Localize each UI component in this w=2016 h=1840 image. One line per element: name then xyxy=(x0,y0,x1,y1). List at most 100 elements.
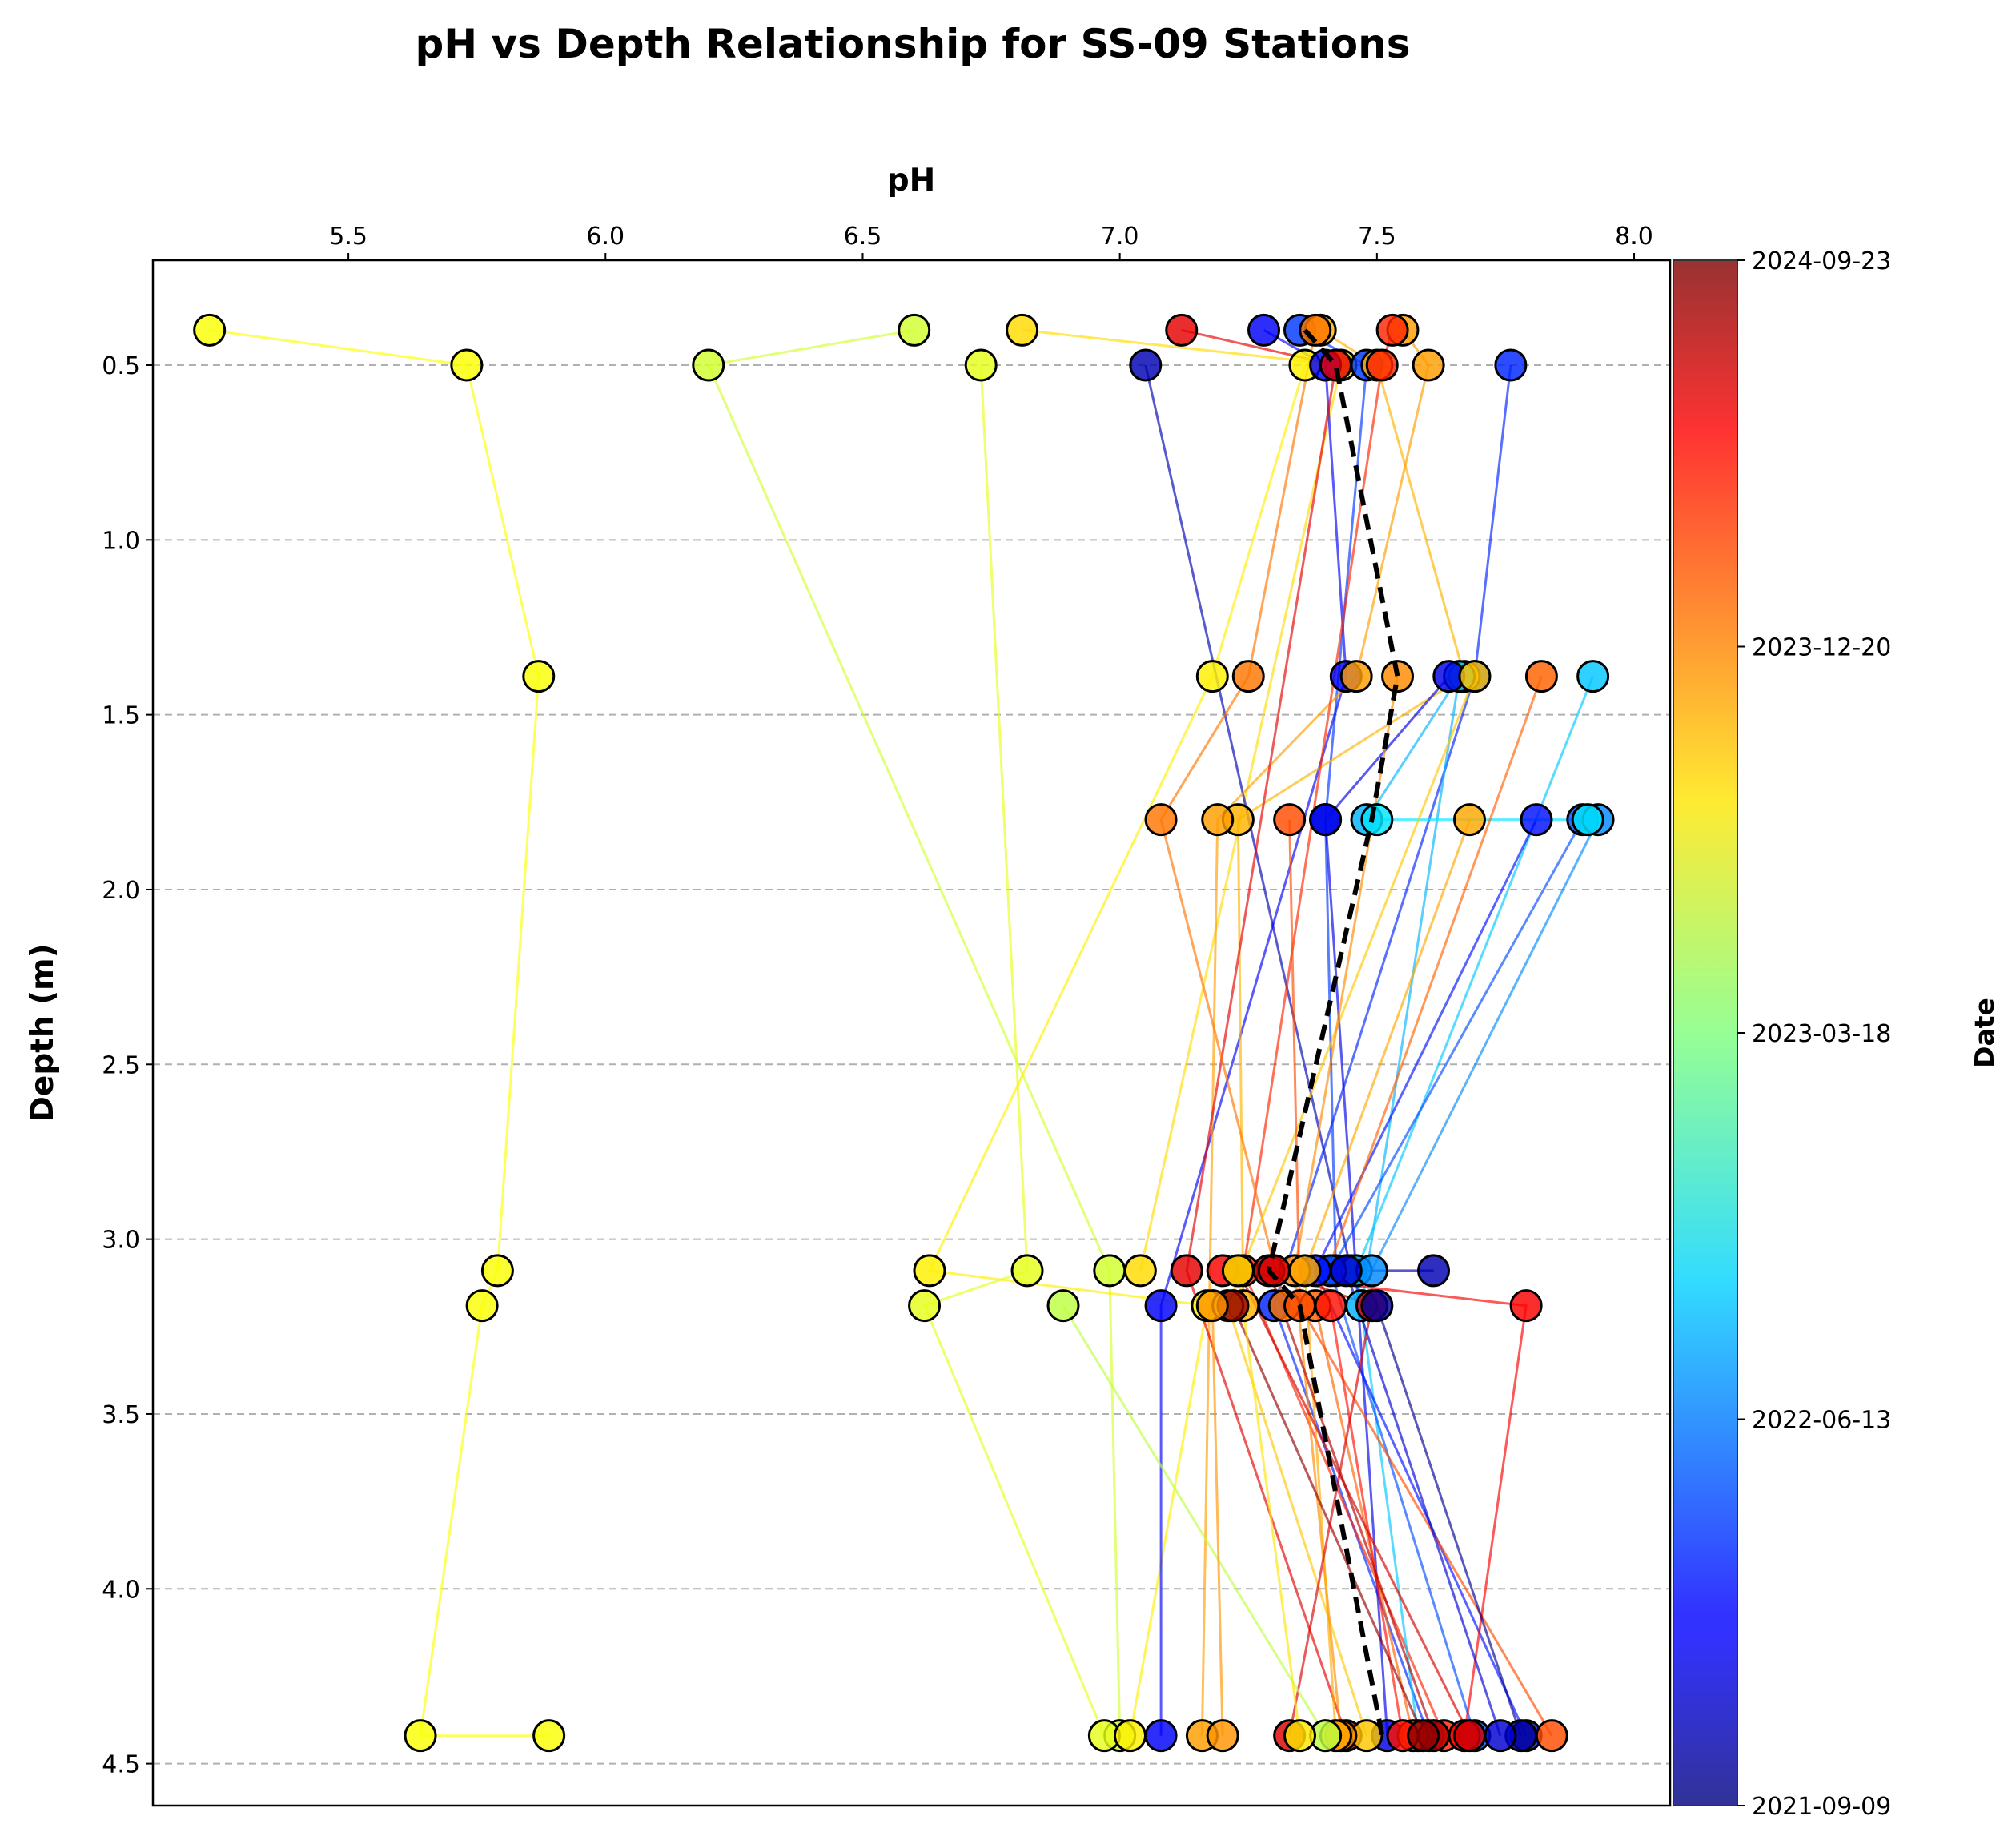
data-point xyxy=(1520,803,1553,837)
data-point xyxy=(465,1289,499,1323)
colorbar-ticks: 2021-09-09 2022-06-13 2023-03-18 2023-12-20… xyxy=(1737,247,1891,1821)
data-point xyxy=(1144,1719,1178,1753)
profile-line xyxy=(1324,675,1450,1736)
data-point xyxy=(1170,1254,1203,1288)
x-tick-label: 8.0 xyxy=(1615,223,1653,251)
data-point xyxy=(1571,803,1604,837)
data-point xyxy=(1010,1254,1044,1288)
data-point xyxy=(450,348,484,382)
data-point xyxy=(1006,313,1039,347)
profile-line xyxy=(1360,675,1461,1306)
colorbar-tick-label: 2023-03-18 xyxy=(1752,1020,1891,1048)
data-point xyxy=(1221,1254,1255,1288)
data-point xyxy=(1360,1289,1394,1323)
colorbar-tick-label: 2024-09-23 xyxy=(1752,247,1891,275)
profile-line xyxy=(1181,328,1347,1737)
y-tick-label: 3.5 xyxy=(102,1401,140,1429)
data-point xyxy=(1375,313,1409,347)
data-point xyxy=(1484,1719,1517,1753)
x-axis-label: pH xyxy=(887,163,936,199)
data-point xyxy=(964,348,998,382)
mean-profile-line xyxy=(1266,328,1400,1737)
y-tick-label: 0.5 xyxy=(102,352,140,380)
data-point xyxy=(1257,1254,1291,1288)
data-point xyxy=(1412,348,1445,382)
profile-line xyxy=(1371,818,1600,1272)
data-point xyxy=(193,313,227,347)
colorbar xyxy=(1673,259,1738,1806)
data-point xyxy=(532,1719,566,1753)
data-point xyxy=(1494,348,1528,382)
profile-line xyxy=(1237,1270,1471,1737)
x-axis-ticks: 5.5 6.0 6.5 7.0 7.5 8.0 xyxy=(329,223,1653,260)
colorbar-tick-label: 2021-09-09 xyxy=(1752,1793,1891,1821)
y-tick-label: 2.5 xyxy=(102,1051,140,1079)
data-point xyxy=(1195,660,1229,693)
x-tick-label: 7.0 xyxy=(1101,223,1139,251)
mean-profile xyxy=(1266,328,1400,1737)
data-point xyxy=(1114,1719,1147,1753)
data-point xyxy=(1144,1289,1178,1323)
y-tick-label: 3.0 xyxy=(102,1227,140,1255)
profile-line xyxy=(1022,328,1343,1272)
x-tick-label: 6.5 xyxy=(844,223,882,251)
y-axis-ticks: 0.5 1.0 1.5 2.0 2.5 3.0 3.5 4.0 4.5 xyxy=(102,352,153,1779)
data-point xyxy=(1314,1289,1347,1323)
data-point xyxy=(1309,803,1343,837)
profile-line xyxy=(1329,1305,1404,1736)
profile-line xyxy=(1236,1270,1301,1736)
profile-line xyxy=(1267,1270,1435,1737)
y-tick-label: 4.0 xyxy=(102,1576,140,1604)
data-point xyxy=(1046,1289,1080,1323)
data-point xyxy=(1206,1719,1239,1753)
data-point xyxy=(1299,313,1332,347)
data-point xyxy=(1452,1719,1486,1753)
y-axis-label: Depth (m) xyxy=(25,943,61,1122)
profile-line xyxy=(927,364,1307,1736)
profile-line xyxy=(209,328,549,1738)
data-point xyxy=(1509,1289,1543,1323)
data-point xyxy=(1524,660,1558,693)
profile-line xyxy=(1200,329,1430,1736)
y-tick-label: 1.5 xyxy=(102,702,140,730)
colorbar-tick-label: 2022-06-13 xyxy=(1752,1407,1891,1435)
data-point xyxy=(1452,803,1486,837)
data-point xyxy=(1458,660,1492,693)
data-point xyxy=(1201,803,1235,837)
data-point xyxy=(1535,1719,1568,1753)
data-points xyxy=(193,313,1615,1753)
profile-line xyxy=(1231,1304,1425,1737)
profile-line xyxy=(1211,1305,1224,1736)
y-tick-label: 1.0 xyxy=(102,527,140,555)
profile-lines xyxy=(209,328,1600,1738)
data-point xyxy=(1339,660,1373,693)
data-point xyxy=(1231,660,1265,693)
data-point xyxy=(1247,313,1281,347)
data-point xyxy=(1093,1254,1126,1288)
data-point xyxy=(522,660,556,693)
data-point xyxy=(1273,803,1307,837)
x-tick-label: 5.5 xyxy=(329,223,367,251)
data-point xyxy=(1129,348,1163,382)
x-tick-label: 7.5 xyxy=(1358,223,1396,251)
data-point xyxy=(1576,660,1610,693)
profile-line xyxy=(1159,330,1317,1306)
profile-line xyxy=(706,328,1122,1736)
data-point xyxy=(913,1254,946,1288)
data-point xyxy=(1288,1254,1322,1288)
colorbar-label: Date xyxy=(1969,998,2000,1068)
chart-title: pH vs Depth Relationship for SS-09 Stati… xyxy=(416,21,1411,67)
data-point xyxy=(1407,1719,1440,1753)
data-point xyxy=(1329,1254,1363,1288)
data-point xyxy=(1365,348,1399,382)
profile-line xyxy=(1314,676,1543,1737)
profile-line xyxy=(922,364,1106,1737)
profile-line xyxy=(1375,1305,1523,1737)
profile-line xyxy=(1062,1304,1327,1737)
data-point xyxy=(1360,803,1394,837)
gridlines xyxy=(153,364,1670,1765)
data-point xyxy=(1283,1719,1316,1753)
data-point xyxy=(898,313,931,347)
data-point xyxy=(1144,803,1178,837)
profile-line xyxy=(1344,1270,1502,1737)
